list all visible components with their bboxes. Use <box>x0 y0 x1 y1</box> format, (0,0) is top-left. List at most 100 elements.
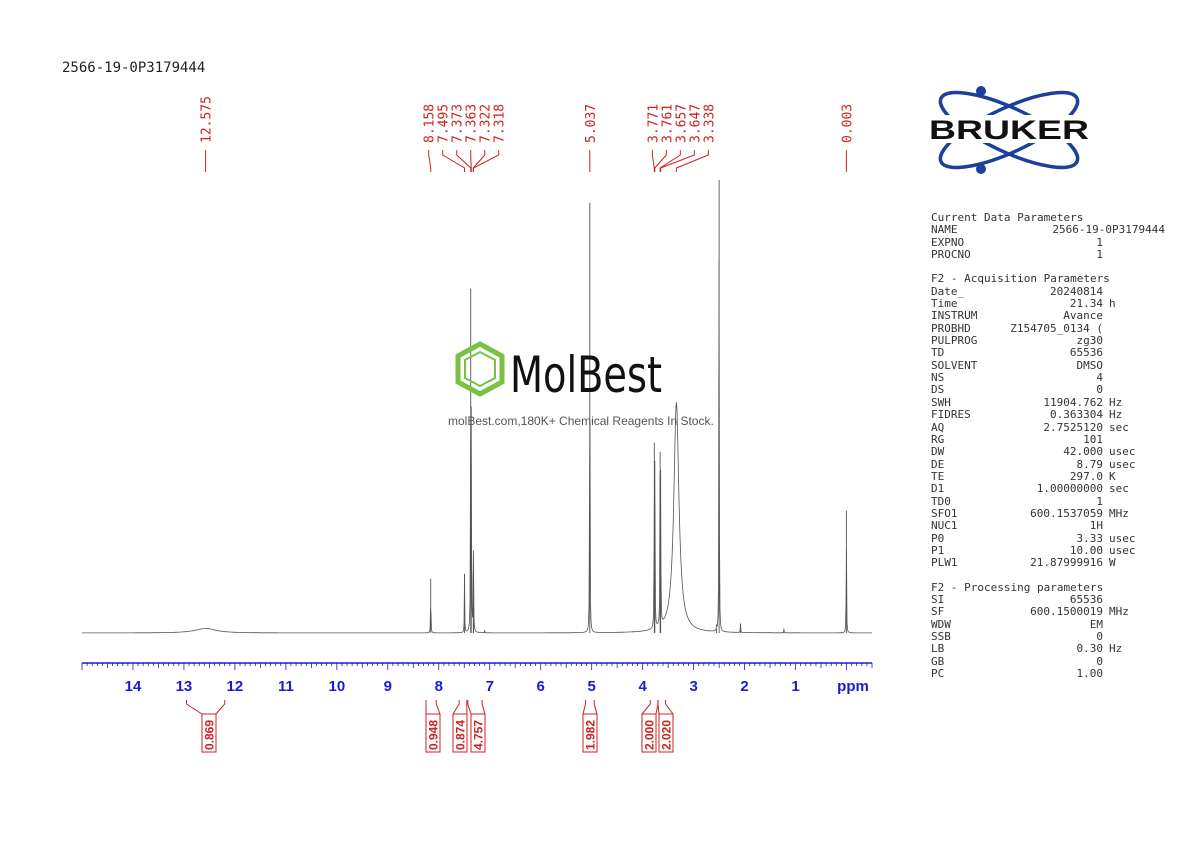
integral-box <box>658 713 674 753</box>
param-row-instrum: INSTRUM Avance <box>931 309 1181 323</box>
param-key: DE <box>931 457 945 471</box>
param-row-ns: NS 4 <box>931 371 1181 385</box>
integral-bracket <box>582 700 598 715</box>
axis-tick-label: 4 <box>638 678 647 695</box>
peak-label: 3.647 <box>688 104 703 143</box>
param-value: 297.0 <box>1069 469 1103 483</box>
integral-bracket <box>425 700 441 715</box>
param-value: 1 <box>1096 494 1103 508</box>
param-unit: h <box>1109 297 1116 311</box>
integral-value: 2.000 <box>643 720 657 750</box>
integral-group: 0.869 0.948 0.874 4.757 1.982 2.000 2.020 <box>185 700 674 753</box>
param-key: SFO1 <box>931 506 958 520</box>
param-key: LB <box>931 642 945 656</box>
axis-tick-label: 6 <box>537 678 545 695</box>
param-value: 0 <box>1096 630 1103 643</box>
param-value: 600.1500019 <box>1030 605 1103 619</box>
ppm-axis: 14 13 12 11 10 9 8 7 6 5 4 3 2 1 ppm <box>81 662 873 695</box>
bruker-logo-text: BRUKER <box>929 115 1089 145</box>
peak-label: 3.657 <box>674 104 689 143</box>
param-value: Z154705_0134 ( <box>1010 321 1103 335</box>
param-value: Avance <box>1063 309 1103 323</box>
param-key: P0 <box>931 531 945 545</box>
section-title: F2 - Processing parameters <box>931 580 1104 594</box>
param-value: 0.30 <box>1076 642 1104 656</box>
param-row-p1: P1 10.00 usec <box>931 543 1181 557</box>
peak-label: 8.158 <box>423 104 438 143</box>
param-key: DS <box>931 383 945 397</box>
axis-tick-label: 10 <box>328 678 345 695</box>
param-key: AQ <box>931 420 945 434</box>
bruker-logo: BRUKER <box>924 85 1094 182</box>
param-row-ssb: SSB 0 <box>931 630 1181 643</box>
param-key: NUC1 <box>931 519 958 533</box>
param-row-time: Time 21.34 h <box>931 297 1181 311</box>
param-key: PLW1 <box>931 556 958 570</box>
watermark-tagline: molBest.com,180K+ Chemical Reagents In S… <box>448 414 714 428</box>
param-key: TD <box>931 346 945 360</box>
param-unit: Hz <box>1109 395 1123 409</box>
param-unit: MHz <box>1109 506 1129 520</box>
peak-label: 7.318 <box>493 104 508 143</box>
param-value: 101 <box>1083 432 1103 446</box>
peak-leader-line <box>651 150 655 172</box>
param-key: PROBHD <box>931 321 971 335</box>
param-value: 1 <box>1096 235 1103 249</box>
param-value: 42.000 <box>1063 445 1103 459</box>
param-row-name: NAME 2566-19-0P3179444 <box>931 223 1181 236</box>
param-key: TE <box>931 469 945 483</box>
param-key: RG <box>931 432 945 446</box>
param-key: TD0 <box>931 494 951 508</box>
sample-title: 2566-19-0P3179444 <box>62 60 206 76</box>
axis-tick-label: 9 <box>384 678 392 695</box>
param-row-si: SI 65536 <box>931 593 1181 606</box>
param-value: 1 <box>1096 248 1103 262</box>
param-row-probhd: PROBHD Z154705_0134 ( <box>931 321 1181 335</box>
integral-box <box>470 713 486 753</box>
param-unit: sec <box>1109 420 1129 434</box>
param-row-te: TE 297.0 K <box>931 469 1181 483</box>
param-value: 4 <box>1096 371 1103 385</box>
axis-tick-label: 11 <box>278 678 294 695</box>
param-key: Date_ <box>931 284 965 298</box>
param-unit: usec <box>1109 531 1136 545</box>
integral-bracket <box>467 700 486 715</box>
param-row-pc: PC 1.00 <box>931 667 1181 680</box>
param-key: P1 <box>931 543 945 557</box>
param-key: EXPNO <box>931 235 965 249</box>
param-value: 21.87999916 <box>1030 556 1103 570</box>
param-value: 0 <box>1096 654 1103 668</box>
param-unit: usec <box>1109 445 1136 459</box>
peak-leader-line <box>473 150 500 172</box>
integral-bracket <box>657 700 674 715</box>
param-value: 20240814 <box>1050 284 1103 298</box>
param-row-gb: GB 0 <box>931 654 1181 668</box>
peak-label: 12.575 <box>200 96 215 143</box>
peak-leader-line <box>654 150 667 172</box>
integral-value: 1.982 <box>584 720 598 750</box>
integral-value: 0.869 <box>203 720 217 750</box>
param-unit: MHz <box>1109 605 1129 619</box>
param-unit: K <box>1109 469 1116 483</box>
param-key: PULPROG <box>931 334 978 348</box>
section-title: Current Data Parameters <box>931 211 1084 224</box>
param-unit: W <box>1109 556 1116 570</box>
param-row-procno: PROCNO 1 <box>931 248 1181 262</box>
current-data-parameters: Current Data Parameters NAME 2566-19-0P31… <box>931 211 1181 262</box>
peak-leader-line <box>428 150 432 172</box>
acquisition-parameters: F2 - Acquisition Parameters Date_ 2024081… <box>931 273 1181 570</box>
param-value: 1.00000000 <box>1036 482 1103 496</box>
param-key: Time <box>931 297 958 311</box>
integral-box <box>201 713 217 753</box>
param-row-de: DE 8.79 usec <box>931 457 1181 471</box>
param-value: zg30 <box>1076 334 1104 348</box>
param-value: 0.363304 <box>1050 408 1103 422</box>
peak-label: 3.771 <box>646 104 661 143</box>
integral-box <box>582 713 598 753</box>
param-row-sf: SF 600.1500019 MHz <box>931 605 1181 619</box>
axis-tick-label: 8 <box>435 678 443 695</box>
param-unit: sec <box>1109 482 1129 496</box>
param-key: WDW <box>931 617 951 631</box>
peak-leader-line <box>675 150 709 172</box>
param-unit: usec <box>1109 457 1136 471</box>
